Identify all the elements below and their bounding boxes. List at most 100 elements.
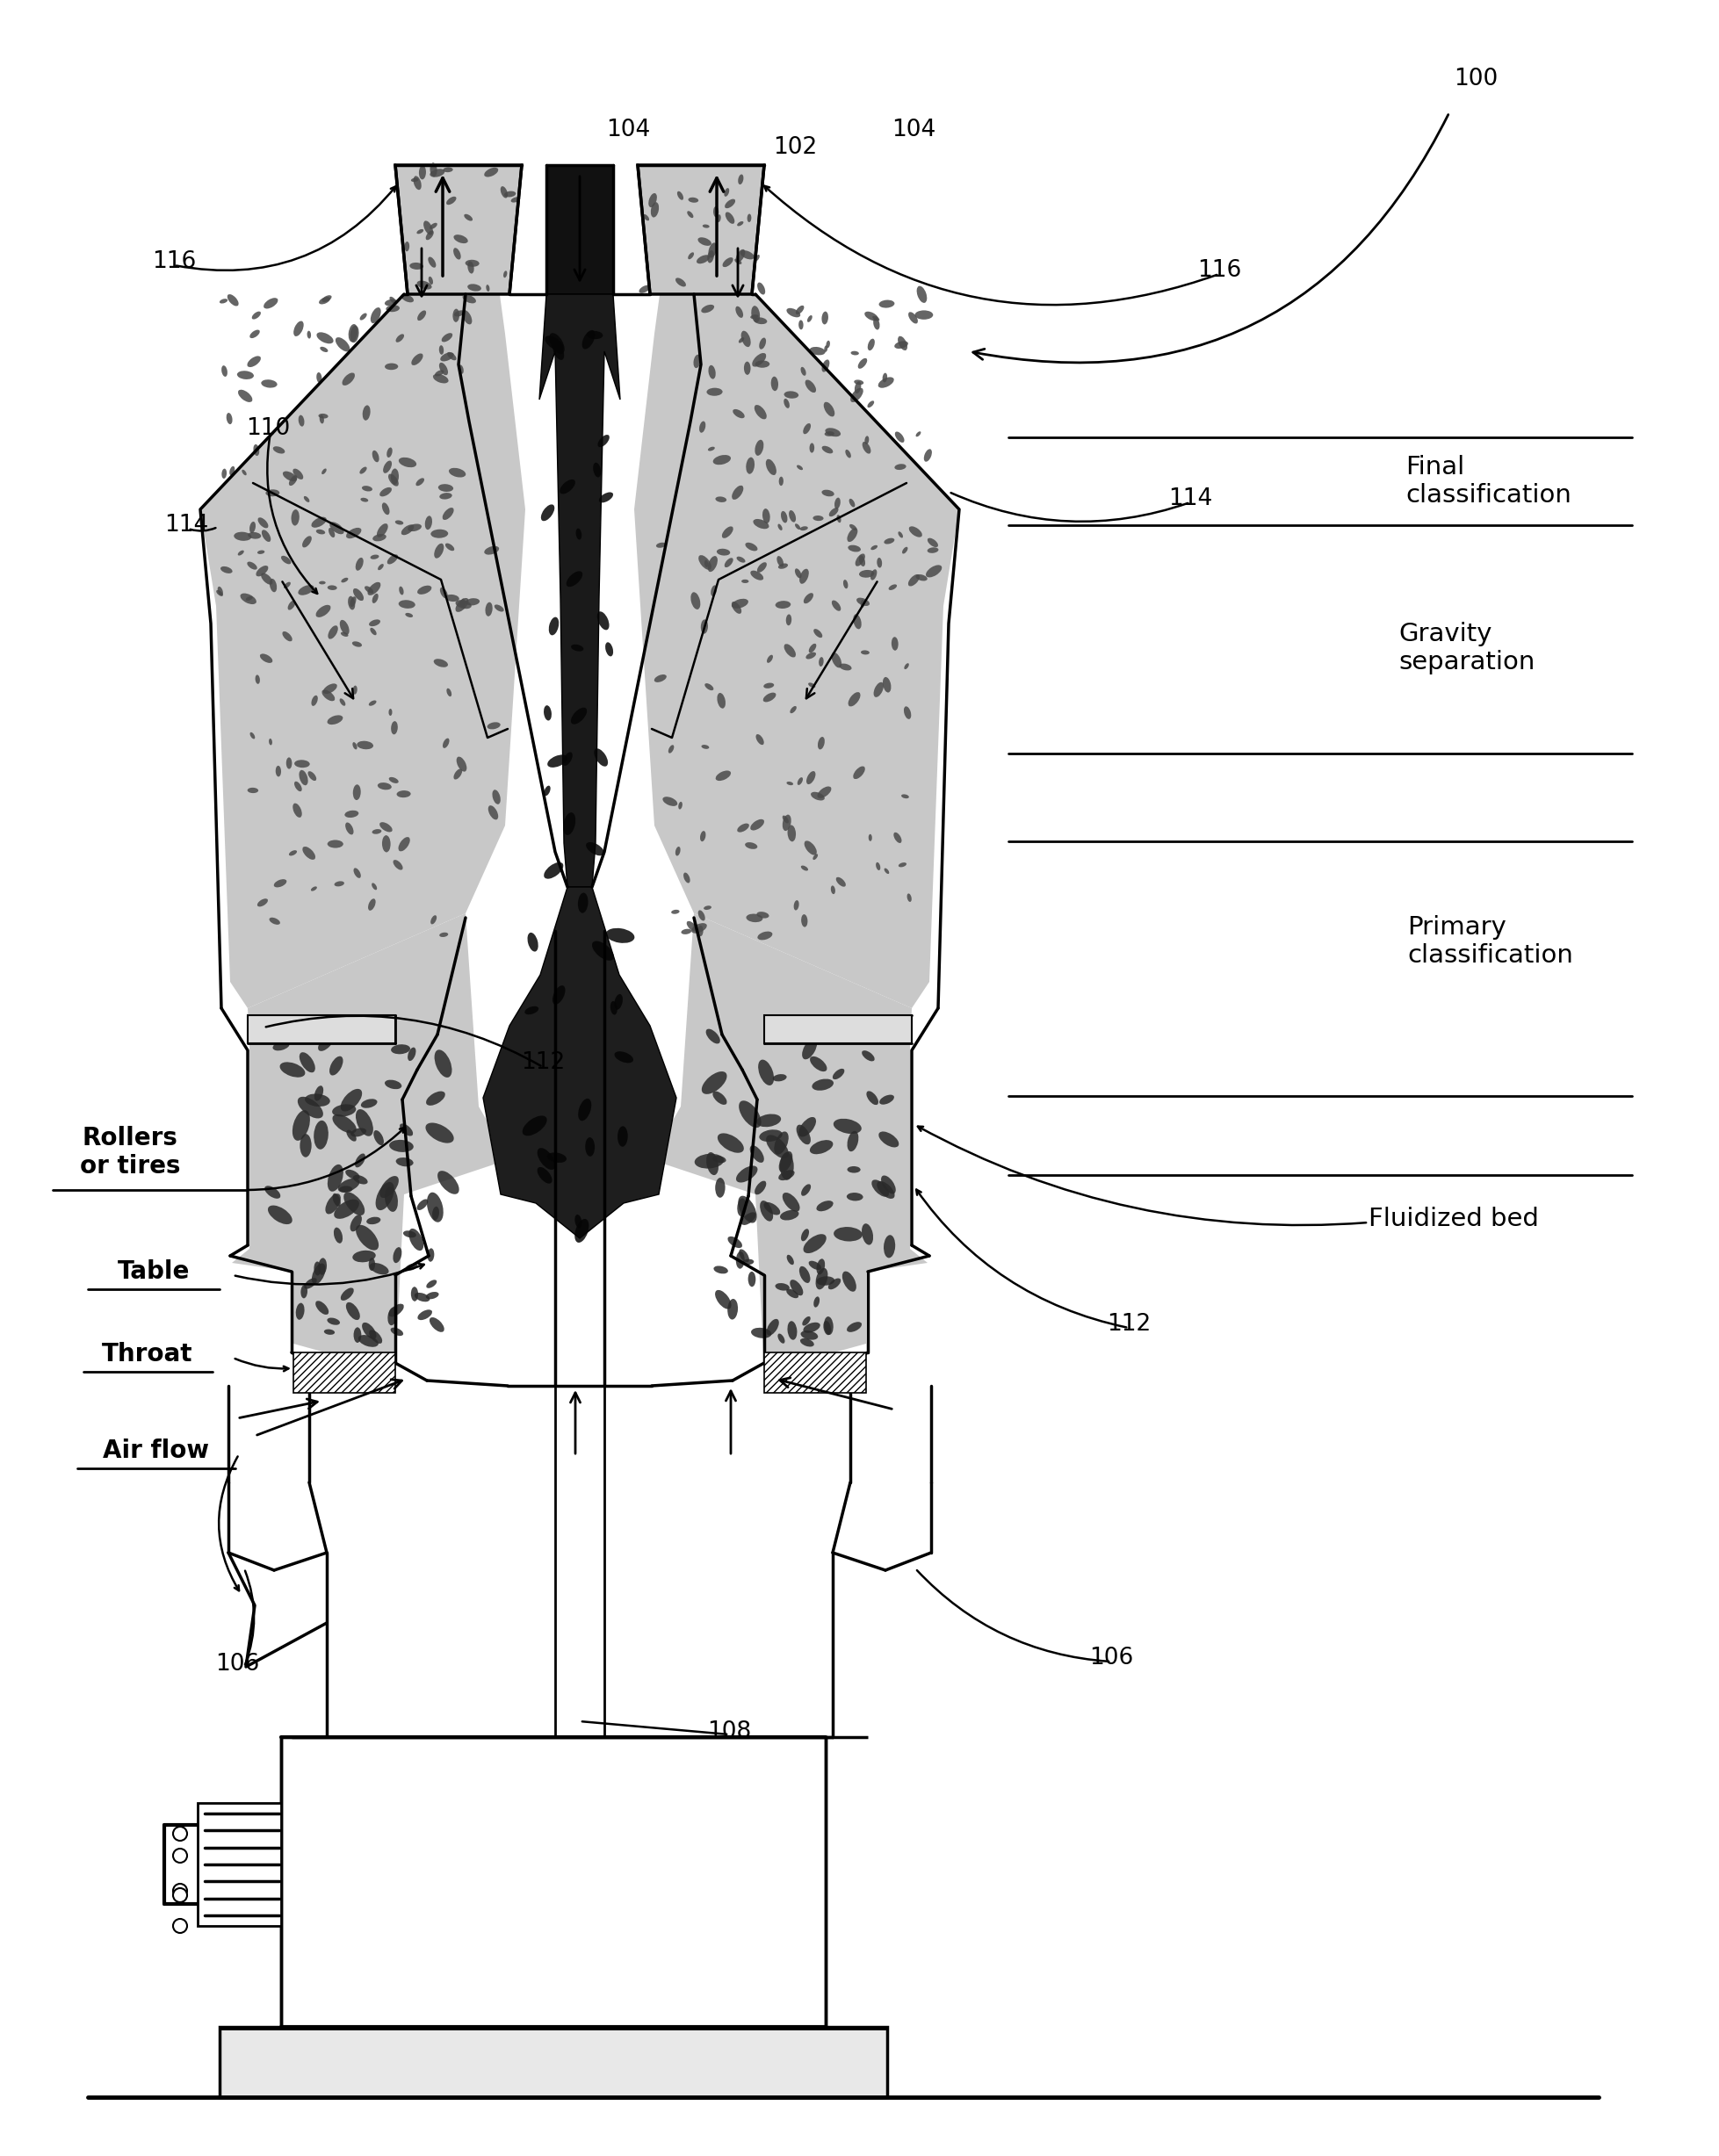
Ellipse shape xyxy=(746,914,762,923)
Ellipse shape xyxy=(760,1201,774,1220)
Ellipse shape xyxy=(908,313,918,323)
Ellipse shape xyxy=(340,632,347,636)
Ellipse shape xyxy=(493,604,504,612)
Ellipse shape xyxy=(294,321,304,336)
Ellipse shape xyxy=(830,653,841,668)
Ellipse shape xyxy=(327,584,337,591)
Ellipse shape xyxy=(877,1181,894,1199)
Ellipse shape xyxy=(562,813,576,834)
Ellipse shape xyxy=(923,448,932,461)
Ellipse shape xyxy=(715,1289,731,1309)
Ellipse shape xyxy=(722,526,732,539)
Ellipse shape xyxy=(241,593,256,604)
Ellipse shape xyxy=(789,511,796,522)
Ellipse shape xyxy=(856,597,870,606)
Ellipse shape xyxy=(220,300,227,304)
Ellipse shape xyxy=(366,1216,380,1225)
Ellipse shape xyxy=(698,925,703,936)
Ellipse shape xyxy=(799,1339,813,1348)
Ellipse shape xyxy=(737,222,743,226)
Text: 102: 102 xyxy=(772,136,817,160)
Ellipse shape xyxy=(784,390,798,399)
Ellipse shape xyxy=(823,401,834,416)
Ellipse shape xyxy=(789,1281,803,1296)
Ellipse shape xyxy=(614,994,622,1009)
Ellipse shape xyxy=(822,360,829,373)
Ellipse shape xyxy=(698,910,705,921)
Ellipse shape xyxy=(872,317,878,321)
Ellipse shape xyxy=(401,524,414,535)
Ellipse shape xyxy=(347,595,354,610)
Ellipse shape xyxy=(858,556,865,567)
Ellipse shape xyxy=(823,1322,830,1335)
Ellipse shape xyxy=(254,675,260,683)
Ellipse shape xyxy=(320,414,323,423)
Ellipse shape xyxy=(536,1147,555,1171)
Ellipse shape xyxy=(884,869,889,873)
Circle shape xyxy=(174,1919,187,1934)
Ellipse shape xyxy=(416,479,425,485)
Ellipse shape xyxy=(756,931,772,940)
Ellipse shape xyxy=(409,1229,423,1250)
Ellipse shape xyxy=(462,310,471,323)
Ellipse shape xyxy=(387,554,397,565)
Ellipse shape xyxy=(419,166,426,179)
Ellipse shape xyxy=(431,1207,438,1220)
Polygon shape xyxy=(634,185,959,1009)
Ellipse shape xyxy=(346,1302,359,1319)
Ellipse shape xyxy=(370,619,380,625)
Ellipse shape xyxy=(418,310,426,321)
Ellipse shape xyxy=(256,565,268,576)
Ellipse shape xyxy=(454,235,468,244)
Ellipse shape xyxy=(770,377,779,390)
Ellipse shape xyxy=(835,877,846,886)
Ellipse shape xyxy=(849,388,863,403)
Ellipse shape xyxy=(853,765,865,778)
Ellipse shape xyxy=(358,1335,378,1348)
Ellipse shape xyxy=(765,459,775,474)
Ellipse shape xyxy=(407,1048,416,1061)
Ellipse shape xyxy=(296,1302,304,1319)
Ellipse shape xyxy=(263,298,278,308)
Ellipse shape xyxy=(315,1087,323,1102)
Ellipse shape xyxy=(388,1141,413,1151)
Ellipse shape xyxy=(753,520,768,528)
Ellipse shape xyxy=(253,444,260,455)
Ellipse shape xyxy=(897,336,908,351)
Ellipse shape xyxy=(435,371,444,377)
Ellipse shape xyxy=(361,1322,376,1339)
Ellipse shape xyxy=(352,686,358,694)
Ellipse shape xyxy=(388,1304,404,1317)
Ellipse shape xyxy=(249,522,256,533)
Ellipse shape xyxy=(486,285,490,291)
Ellipse shape xyxy=(368,582,380,595)
Ellipse shape xyxy=(676,278,686,287)
Ellipse shape xyxy=(732,485,743,500)
Ellipse shape xyxy=(327,716,342,724)
Ellipse shape xyxy=(373,535,387,541)
Ellipse shape xyxy=(316,373,321,384)
Ellipse shape xyxy=(297,584,315,595)
Ellipse shape xyxy=(423,220,433,235)
Ellipse shape xyxy=(878,300,894,308)
Ellipse shape xyxy=(394,860,402,871)
Ellipse shape xyxy=(775,602,791,608)
Ellipse shape xyxy=(260,653,272,662)
Ellipse shape xyxy=(291,509,299,526)
Ellipse shape xyxy=(894,431,904,442)
Ellipse shape xyxy=(810,1141,832,1153)
Ellipse shape xyxy=(847,692,860,707)
Ellipse shape xyxy=(786,1289,798,1298)
Ellipse shape xyxy=(227,293,239,306)
Ellipse shape xyxy=(780,1210,798,1220)
Ellipse shape xyxy=(844,451,851,457)
Ellipse shape xyxy=(904,664,908,668)
Ellipse shape xyxy=(378,783,392,789)
Ellipse shape xyxy=(653,675,667,681)
Ellipse shape xyxy=(311,696,318,705)
Ellipse shape xyxy=(782,1192,799,1212)
Ellipse shape xyxy=(817,1201,832,1212)
Ellipse shape xyxy=(737,175,743,185)
Ellipse shape xyxy=(724,558,732,567)
Ellipse shape xyxy=(877,558,882,567)
